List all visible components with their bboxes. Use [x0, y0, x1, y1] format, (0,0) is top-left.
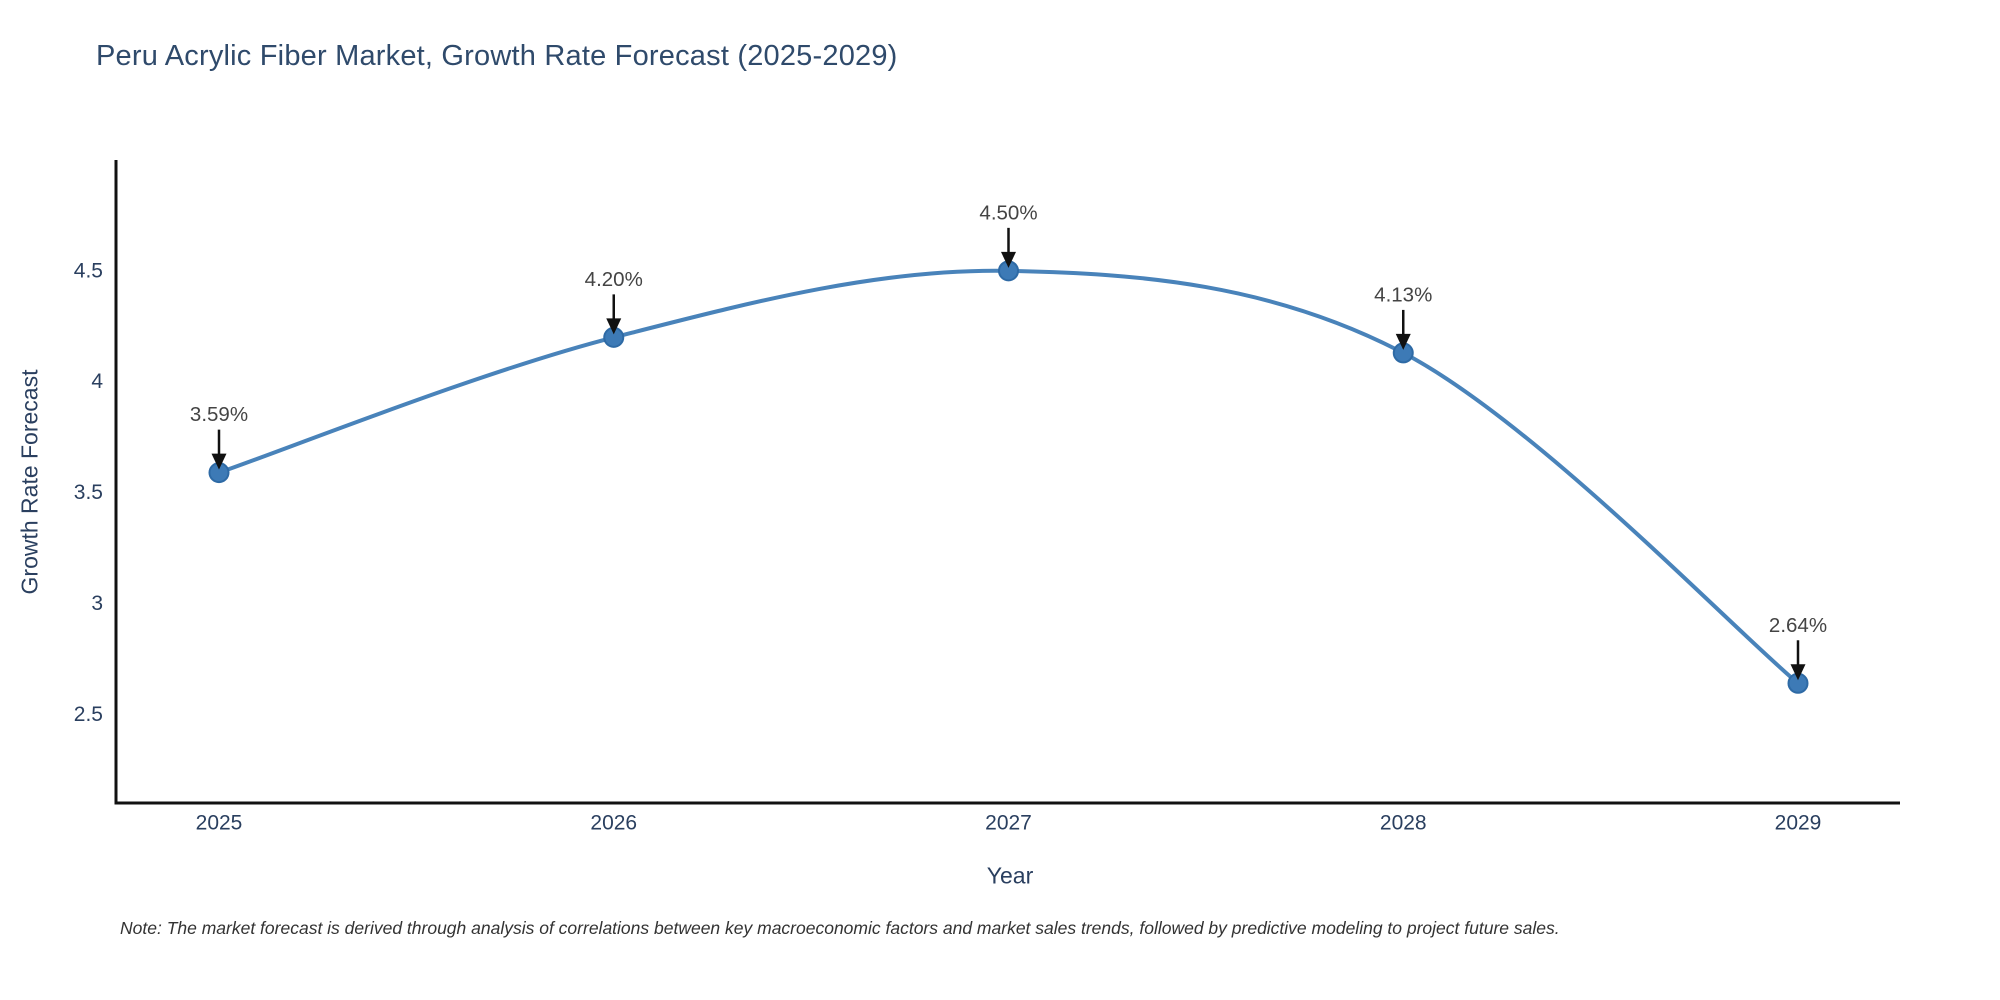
x-axis-title: Year [986, 862, 1034, 889]
y-tick-label: 4.5 [74, 259, 103, 282]
annotation-label: 3.59% [190, 403, 248, 426]
x-tick-label: 2028 [1380, 812, 1427, 835]
annotation-label: 4.50% [979, 201, 1037, 224]
y-axis-title: Growth Rate Forecast [16, 369, 43, 595]
annotation-arrowhead [606, 318, 622, 335]
annotation-arrowhead [1790, 664, 1806, 681]
y-tick-label: 3.5 [74, 481, 103, 504]
annotation-arrowhead [211, 453, 227, 470]
annotation-arrowhead [1395, 333, 1411, 350]
y-tick-label: 4 [91, 370, 103, 393]
footnote: Note: The market forecast is derived thr… [120, 918, 1560, 938]
annotation-label: 2.64% [1769, 614, 1827, 637]
y-tick-label: 2.5 [74, 703, 103, 726]
annotation-label: 4.13% [1374, 283, 1432, 306]
x-tick-label: 2027 [985, 812, 1032, 835]
annotation-label: 4.20% [585, 268, 643, 291]
x-tick-label: 2026 [590, 812, 637, 835]
line-series [217, 268, 1800, 686]
x-tick-label: 2029 [1775, 812, 1822, 835]
y-tick-label: 3 [91, 592, 103, 615]
chart-title: Peru Acrylic Fiber Market, Growth Rate F… [96, 40, 898, 72]
x-tick-label: 2025 [196, 812, 243, 835]
annotation-arrowhead [1001, 251, 1016, 268]
